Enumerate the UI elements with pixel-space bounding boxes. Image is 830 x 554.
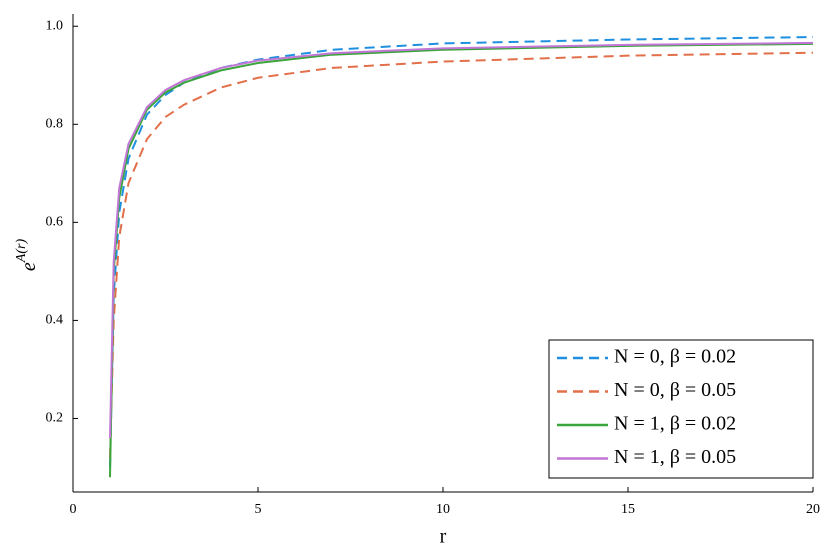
x-tick-label: 5 [255,502,262,517]
y-tick-label: 0.8 [46,117,64,132]
x-tick-label: 20 [806,502,820,517]
y-axis-label-sup: A(r) [14,239,29,264]
x-tick-label: 10 [436,502,450,517]
x-axis-label: r [440,526,447,548]
legend-box [548,339,814,479]
y-tick-label: 0.2 [46,411,64,426]
y-axis-label-base: e [18,262,40,271]
y-tick-label: 1.0 [46,18,64,33]
legend-label: N = 0, β = 0.02 [614,346,736,368]
x-tick-label: 15 [621,502,635,517]
line-series [109,51,814,458]
x-tick-label: 0 [70,502,77,517]
legend-label: N = 0, β = 0.05 [614,379,736,401]
y-tick-label: 0.4 [46,313,64,328]
line-series [109,41,814,439]
legend-label: N = 1, β = 0.02 [614,413,736,435]
y-axis-label: eA(r) [14,239,39,272]
legend-label: N = 1, β = 0.05 [614,446,736,468]
y-tick-label: 0.6 [46,215,64,230]
